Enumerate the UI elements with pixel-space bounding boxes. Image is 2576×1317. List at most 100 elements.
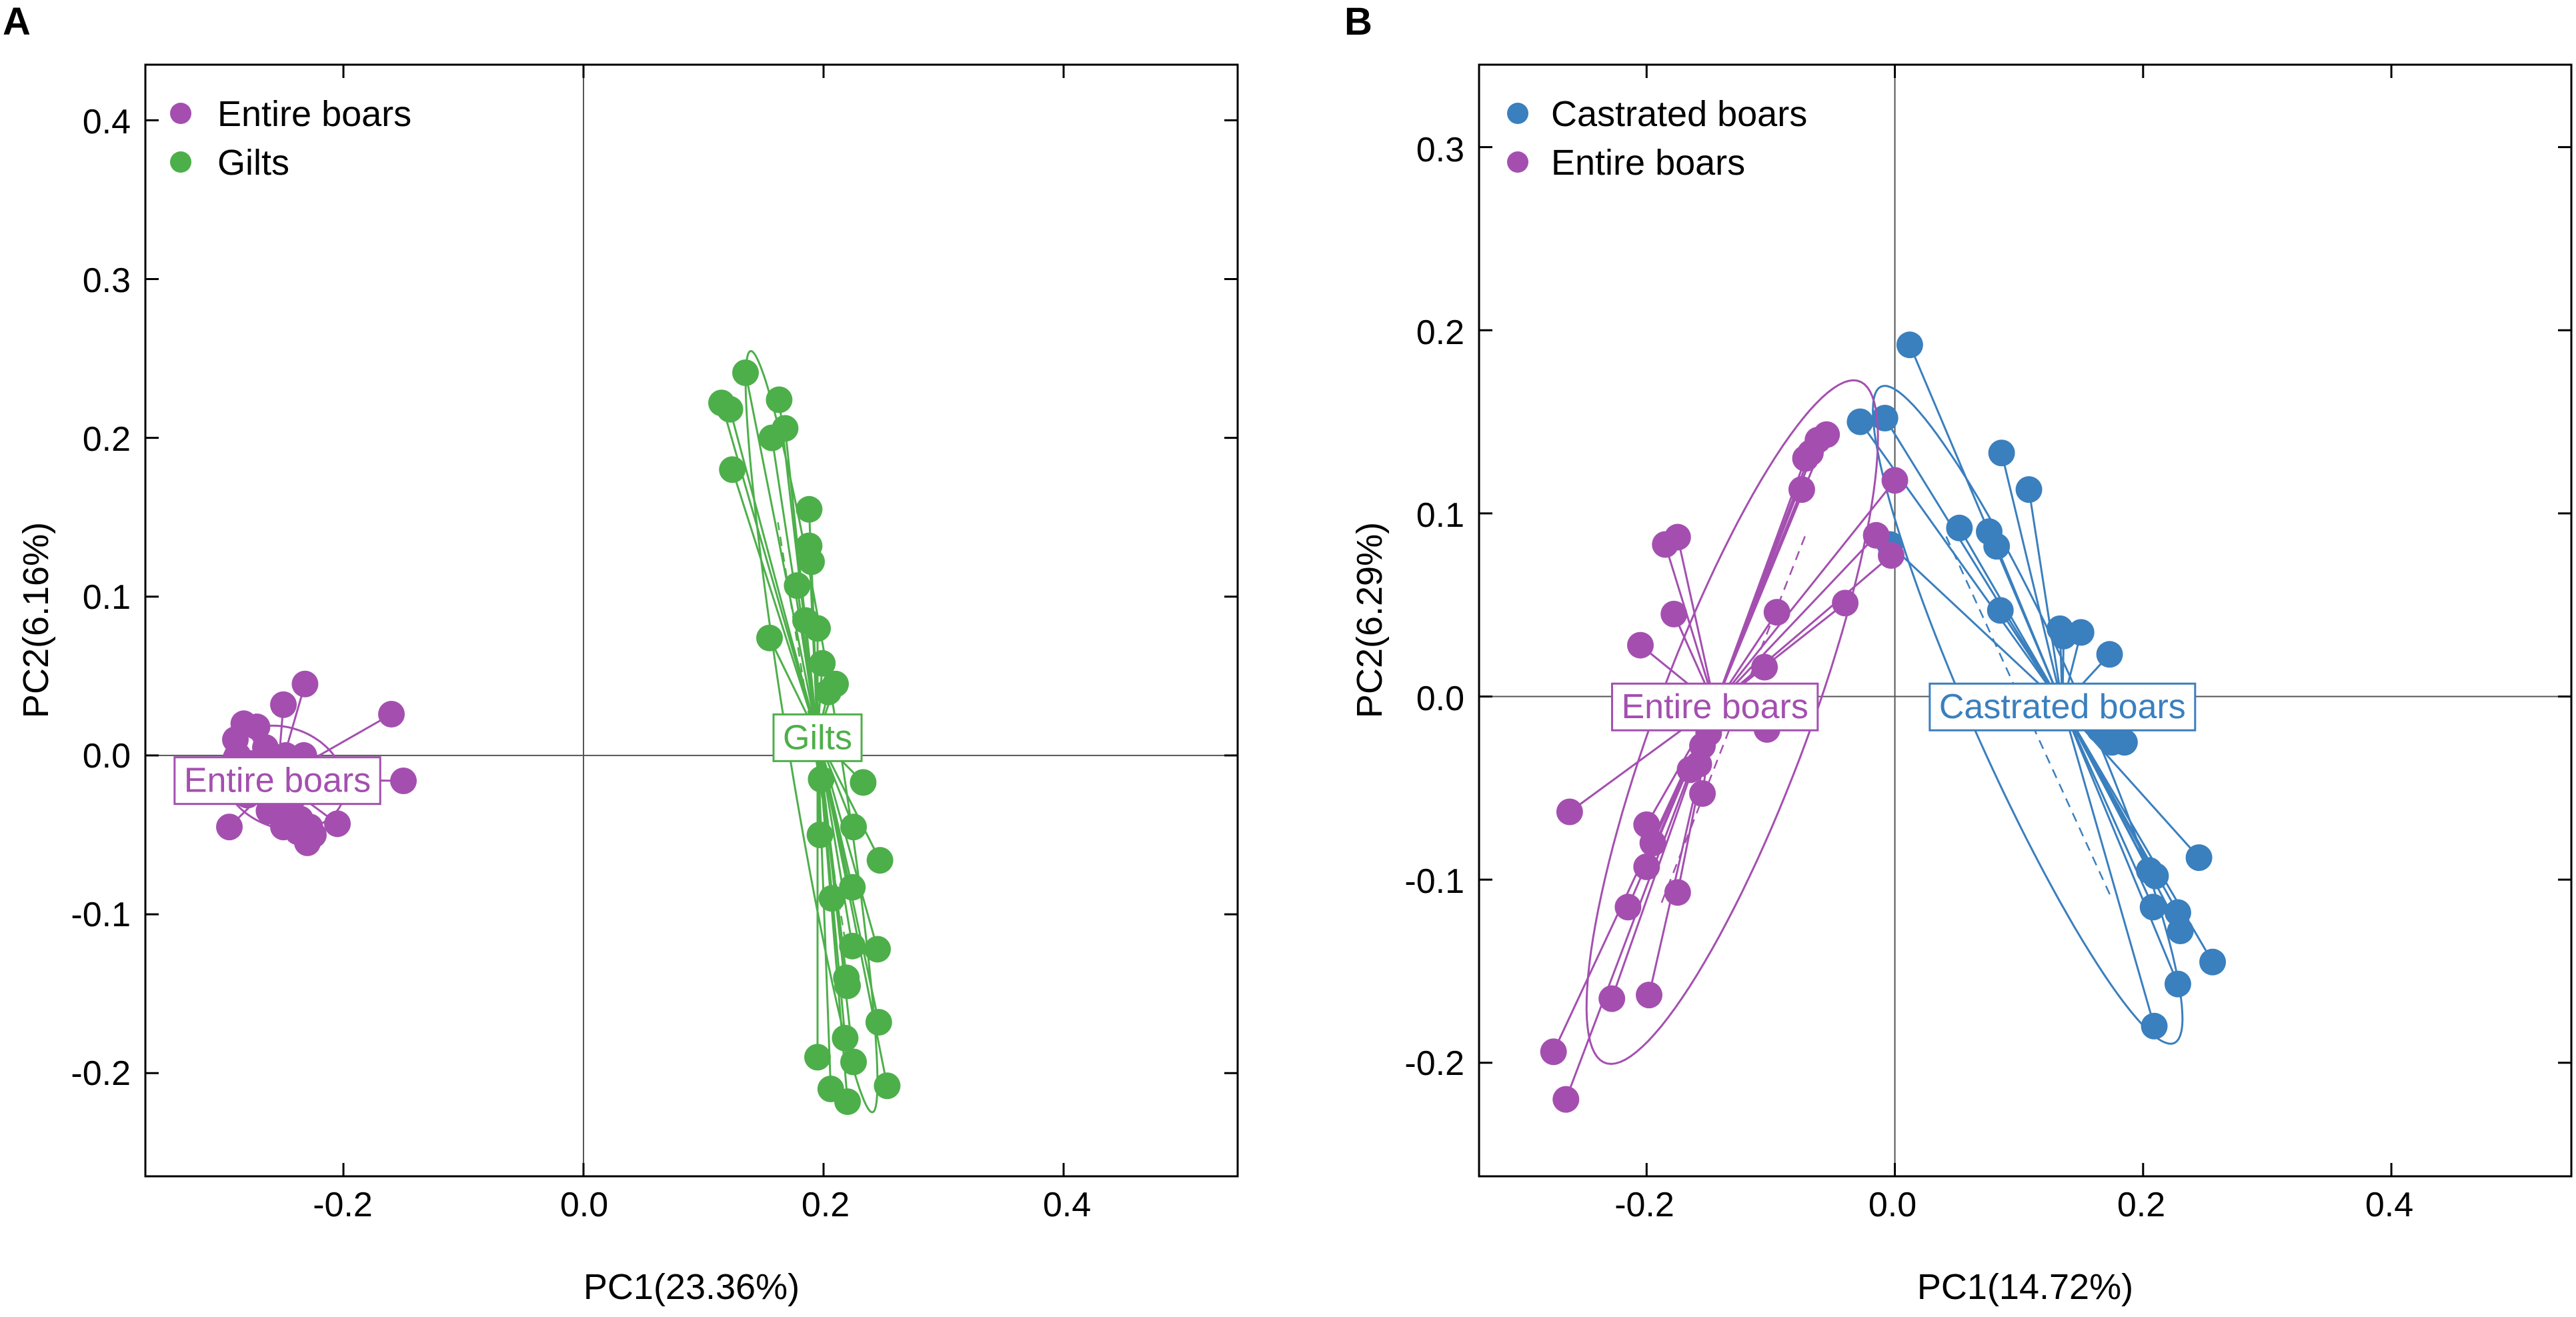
data-point-entire-boars <box>216 814 243 841</box>
panel-b-axis-ticks <box>1479 65 2571 1176</box>
data-point-entire-boars <box>1552 1086 1580 1113</box>
panel-a-y-tick-label: 0.2 <box>83 420 131 459</box>
data-point-castrated-boars <box>2096 641 2123 668</box>
panel-b-y-axis-title: PC2(6.29%) <box>1350 522 1390 718</box>
panel-a-y-tick-label: 0.4 <box>83 103 131 141</box>
spider-line <box>1714 534 1877 707</box>
group-label-text: Entire boars <box>1621 688 1808 726</box>
panel-a-y-tick-label: 0.0 <box>83 737 131 776</box>
data-point-entire-boars <box>1676 756 1704 784</box>
data-point-entire-boars <box>390 768 417 795</box>
spider-line <box>2061 705 2179 985</box>
panel-b-x-tick-label: 0.0 <box>1868 1186 1916 1224</box>
data-point-entire-boars <box>1792 445 1819 472</box>
data-point-gilts <box>806 821 834 848</box>
panel-a-y-tick-label: 0.1 <box>83 578 131 617</box>
panel-a-x-tick-label: 0.4 <box>1043 1186 1091 1224</box>
data-point-entire-boars <box>1660 600 1688 627</box>
data-point-entire-boars <box>1877 542 1904 569</box>
panel-b-group-labels: Castrated boars Entire boars <box>1610 682 2197 732</box>
data-point-gilts <box>864 936 891 963</box>
panel-b-y-tick-label: 0.2 <box>1416 313 1464 352</box>
legend-marker-entire-boars <box>170 103 191 124</box>
panel-a-y-tick-label: -0.1 <box>71 896 131 934</box>
data-point-gilts <box>839 874 866 901</box>
group-label-box <box>173 756 381 806</box>
data-point-gilts <box>758 424 786 451</box>
data-point-gilts <box>796 495 823 523</box>
spider-line <box>731 469 819 737</box>
data-point-gilts <box>809 649 836 677</box>
data-point-gilts <box>732 359 759 386</box>
data-point-gilts <box>756 624 783 651</box>
data-point-gilts <box>815 678 842 706</box>
spider-line <box>2061 705 2181 932</box>
panel-b-x-axis-title: PC1(14.72%) <box>1917 1267 2133 1307</box>
data-point-gilts <box>840 1048 867 1076</box>
group-label-text: Gilts <box>783 718 852 757</box>
spider-line <box>2001 452 2064 706</box>
data-point-gilts <box>766 386 793 413</box>
panel-a-letter: A <box>3 0 31 43</box>
data-point-gilts <box>840 814 867 841</box>
panel-a-x-tick-label: 0.0 <box>560 1186 608 1224</box>
data-point-castrated-boars <box>1983 533 2011 560</box>
spider-line <box>1664 544 1716 706</box>
group-label-box <box>1928 682 2197 732</box>
data-point-entire-boars <box>1881 467 1908 494</box>
panel-b-x-tick-label: -0.2 <box>1614 1186 1674 1224</box>
spider-line <box>1884 417 2064 706</box>
group-label-text: Entire boars <box>184 762 371 800</box>
series-gilts <box>708 349 901 1116</box>
data-point-gilts <box>874 1072 901 1100</box>
data-point-castrated-boars <box>2141 1012 2168 1040</box>
legend-label-entire-boars: Entire boars <box>1551 143 1745 183</box>
spider-line <box>1714 554 1892 707</box>
group-label-entire-boars: Entire boars <box>173 756 381 806</box>
panel-a-series <box>216 349 901 1116</box>
panel-b: B -0.2 0.0 0.2 0.4 -0.2 -0.1 0.0 0.1 0.2… <box>1344 0 2573 1307</box>
data-point-entire-boars <box>1614 894 1642 921</box>
panel-a-x-axis-title: PC1(23.36%) <box>583 1267 800 1307</box>
data-point-entire-boars <box>1788 476 1815 503</box>
series-castrated-boars <box>1846 331 2227 1045</box>
legend-marker-entire-boars <box>1507 151 1528 173</box>
panel-a: A -0.2 0.0 0.2 0.4 -0.2 -0.1 0.0 0.1 0.2… <box>3 0 1239 1307</box>
data-point-entire-boars <box>1689 780 1716 808</box>
panel-b-y-tick-label: 0.3 <box>1416 131 1464 169</box>
data-point-castrated-boars <box>1946 514 1973 541</box>
panel-b-zero-lines <box>1479 65 2571 1176</box>
confidence-ellipse-gilts <box>744 349 879 1114</box>
data-point-gilts <box>804 615 831 642</box>
data-point-gilts <box>866 847 894 874</box>
panel-b-series <box>1540 331 2227 1113</box>
panel-b-y-tick-label: -0.2 <box>1404 1044 1464 1083</box>
group-label-entire-boars: Entire boars <box>1610 682 1819 732</box>
group-label-box <box>772 713 863 762</box>
data-point-gilts <box>834 972 861 1000</box>
panel-a-group-labels: Entire boars Gilts <box>173 713 863 806</box>
panel-a-legend: Entire boars Gilts <box>170 94 411 183</box>
data-point-castrated-boars <box>2111 729 2138 756</box>
legend-label-gilts: Gilts <box>217 143 289 183</box>
panel-b-x-tick-label: 0.4 <box>2365 1186 2413 1224</box>
data-point-gilts <box>832 1024 859 1052</box>
spider-line <box>1889 543 2063 707</box>
legend-marker-gilts <box>170 151 191 173</box>
data-point-castrated-boars <box>2164 970 2191 998</box>
legend-label-castrated-boars: Castrated boars <box>1551 94 1807 134</box>
data-point-entire-boars <box>378 701 405 728</box>
data-point-entire-boars <box>1763 599 1790 626</box>
data-point-entire-boars <box>1540 1038 1567 1066</box>
data-point-castrated-boars <box>2015 476 2043 503</box>
data-point-gilts <box>865 1009 892 1036</box>
spider-line <box>1714 457 1806 706</box>
data-point-entire-boars <box>1633 853 1660 880</box>
data-point-entire-boars <box>291 670 319 698</box>
data-point-entire-boars <box>222 726 249 754</box>
data-point-castrated-boars <box>2167 917 2194 944</box>
spider-line <box>2028 489 2064 706</box>
data-point-castrated-boars <box>1846 408 1874 435</box>
spider-line <box>2061 705 2156 1027</box>
